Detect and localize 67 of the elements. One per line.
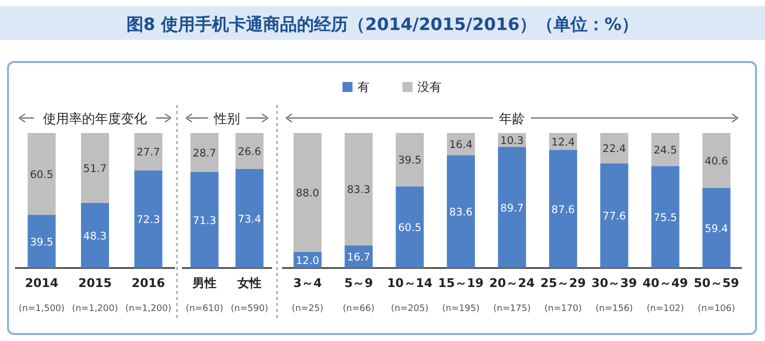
data-label: 39.5 [30, 236, 54, 248]
data-label: 48.3 [83, 230, 107, 242]
data-label: 89.7 [500, 202, 524, 214]
data-label: 83.3 [346, 184, 370, 196]
bar [294, 133, 322, 252]
data-label: 60.5 [398, 222, 422, 234]
x-tick-label: 30～39 (n=156) [592, 276, 637, 314]
x-tick-label: 15～19 (n=195) [438, 276, 484, 314]
data-label: 83.6 [449, 206, 473, 219]
bar [498, 146, 526, 268]
x-tick-label: 2014 (n=1,500) [18, 276, 65, 314]
data-label: 12.0 [296, 254, 320, 267]
bar [651, 133, 680, 166]
data-label: 59.4 [704, 222, 728, 235]
data-label: 27.7 [136, 146, 160, 159]
x-tick-label: 2016 (n=1,200) [125, 276, 172, 314]
legend-label: 有 [358, 80, 370, 94]
bar [396, 186, 424, 268]
data-label: 51.7 [83, 162, 107, 175]
bar [81, 202, 109, 268]
x-tick-label: 女性 (n=590) [230, 276, 268, 314]
data-label: 72.3 [136, 214, 160, 226]
bar [651, 166, 680, 268]
bar [134, 133, 162, 170]
x-tick-label: 10～14 (n=205) [387, 276, 432, 314]
bar [28, 133, 56, 215]
bar [396, 133, 424, 186]
data-label: 12.4 [551, 136, 576, 148]
chart-subtitle: 年龄 [499, 112, 525, 127]
x-tick-label: 25～29 (n=170) [540, 276, 586, 314]
bar [134, 170, 162, 268]
data-label: 26.6 [238, 146, 262, 158]
legend-label: 没有 [418, 80, 442, 94]
bar [446, 155, 475, 268]
bar [81, 133, 109, 203]
data-label: 28.7 [192, 147, 216, 160]
data-label: 40.6 [704, 155, 728, 168]
bar [28, 214, 56, 268]
data-label: 88.0 [296, 187, 320, 200]
x-tick-label: 5～9 (n=66) [342, 276, 375, 314]
x-tick-label: 2015 (n=1,200) [72, 276, 118, 314]
x-tick-label: 男性 (n=610) [186, 276, 224, 314]
bar [549, 150, 578, 268]
data-label: 22.4 [602, 143, 626, 156]
x-tick-label: 3～4 (n=25) [292, 276, 324, 314]
bar [600, 163, 628, 268]
data-label: 87.6 [551, 204, 576, 216]
chart-subtitle: 使用率的年度变化 [43, 111, 147, 127]
data-label: 39.5 [398, 154, 422, 167]
text: 图8 使用手机卡通商品的经历（2014/2015/2016）（单位：%） [126, 15, 639, 35]
data-label: 16.4 [449, 139, 473, 152]
data-label: 71.3 [192, 214, 216, 227]
data-label: 77.6 [602, 210, 626, 223]
data-label: 60.5 [30, 168, 54, 181]
data-label: 75.5 [654, 212, 678, 224]
data-label: 10.3 [500, 134, 524, 147]
x-tick-label: 20～24 (n=175) [489, 276, 535, 314]
bar [600, 133, 628, 164]
data-label: 24.5 [654, 144, 678, 157]
data-label: 16.7 [346, 252, 370, 264]
bar [344, 133, 373, 246]
x-tick-label: 50～59 (n=106) [694, 276, 740, 314]
x-tick-label: 40～49 (n=102) [642, 276, 688, 314]
chart-subtitle: 性别 [213, 112, 240, 127]
bar [702, 133, 730, 188]
bar [702, 188, 730, 268]
data-label: 73.4 [238, 213, 262, 226]
